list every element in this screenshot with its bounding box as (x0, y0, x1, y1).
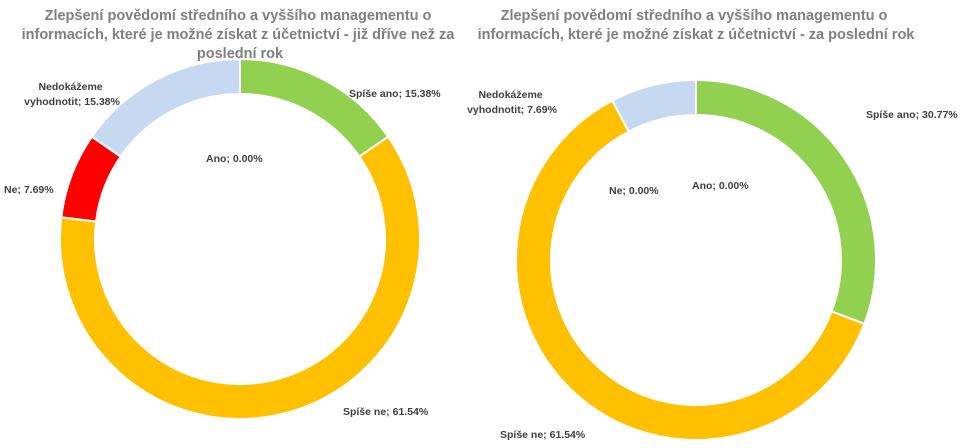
chart-1-label-spise-ano: Spíše ano; 15.38% (349, 88, 441, 100)
chart-2-title-line-2: informacích, které je možné získat z úče… (478, 27, 916, 43)
chart-2-slice-spise-ano (695, 78, 877, 326)
chart-2-title-line-1: Zlepšení povědomí středního a vyššího ma… (501, 8, 888, 24)
chart-2-slices (515, 78, 877, 441)
chart-2-label-nedokazeme-line-2: vyhodnotit; 7.69% (467, 104, 558, 116)
chart-1-label-nedokazeme: Nedokážeme vyhodnotit; 15.38% (24, 81, 120, 108)
chart-2-slice-nedokazeme-vyhodnotit (611, 78, 697, 133)
chart-2-label-ne: Ne; 0.00% (609, 185, 659, 197)
chart-1-label-nedokazeme-line-2: vyhodnotit; 15.38% (24, 96, 120, 108)
chart-2-label-nedokazeme-line-1: Nedokážeme (478, 89, 542, 101)
chart-2-title: Zlepšení povědomí středního a vyššího ma… (478, 8, 916, 43)
chart-2-label-ano: Ano; 0.00% (692, 180, 749, 192)
chart-2-label-spise-ano: Spíše ano; 30.77% (866, 109, 958, 121)
chart-1-label-ano: Ano; 0.00% (206, 153, 263, 165)
chart-1-slice-nedokazeme-vyhodnotit (90, 57, 241, 158)
chart-2-slice-spise-ne (515, 99, 866, 441)
chart-1-title: Zlepšení povědomí středního a vyššího ma… (22, 8, 459, 62)
chart-1-slice-spise-ne (59, 135, 421, 420)
donut-chart-1: Zlepšení povědomí středního a vyššího ma… (4, 8, 459, 420)
chart-1-label-spise-ne: Spíše ne; 61.54% (343, 406, 429, 418)
chart-1-title-line-1: Zlepšení povědomí středního a vyššího ma… (45, 8, 432, 24)
chart-1-label-ne: Ne; 7.69% (4, 184, 54, 196)
chart-1-slice-spise-ano (239, 57, 390, 158)
donut-chart-2: Zlepšení povědomí středního a vyššího ma… (467, 8, 958, 441)
chart-2-label-spise-ne: Spíše ne; 61.54% (500, 429, 586, 441)
chart-1-slices (59, 57, 421, 420)
chart-1-title-line-2: informacích, které je možné získat z úče… (22, 27, 456, 43)
chart-2-label-nedokazeme: Nedokážeme vyhodnotit; 7.69% (467, 89, 558, 116)
chart-1-label-nedokazeme-line-1: Nedokážeme (38, 81, 102, 93)
chart-1-title-line-3: poslední rok (197, 46, 284, 62)
